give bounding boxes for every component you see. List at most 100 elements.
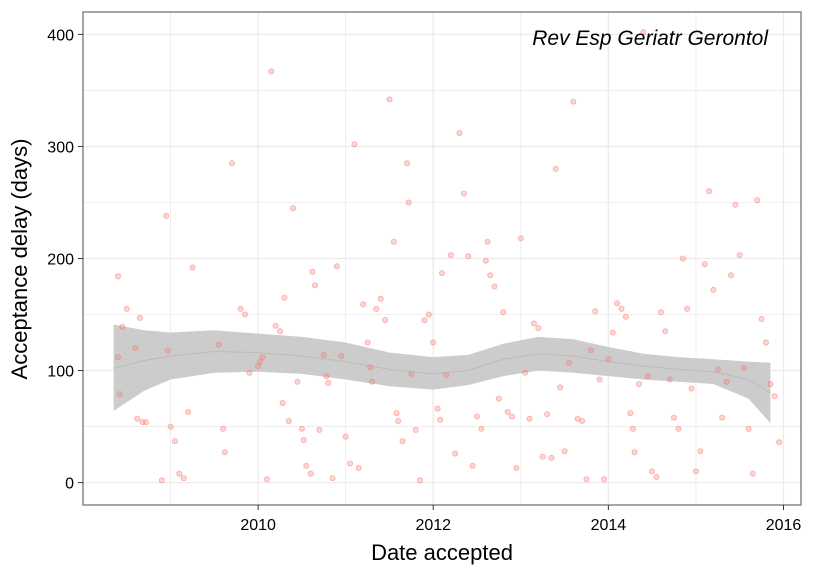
data-point: [662, 328, 669, 335]
data-points: [115, 29, 783, 484]
data-point: [116, 391, 123, 398]
data-point: [487, 272, 494, 279]
data-point: [134, 415, 141, 422]
data-point: [614, 300, 621, 307]
data-point: [421, 317, 428, 324]
x-tick-label: 2016: [766, 517, 802, 534]
data-point: [629, 425, 636, 432]
y-tick-label: 100: [47, 364, 74, 381]
data-point: [237, 305, 244, 312]
data-point: [491, 283, 498, 290]
data-point: [430, 339, 437, 346]
data-point: [776, 439, 783, 446]
data-point: [290, 205, 297, 212]
data-point: [176, 470, 183, 477]
data-point: [754, 197, 761, 204]
x-axis-ticks: 2010 2012 2014 2016: [240, 505, 801, 534]
data-point: [325, 379, 332, 386]
data-point: [688, 385, 695, 392]
data-point: [311, 282, 318, 289]
data-point: [622, 313, 629, 320]
smooth-line: [113, 350, 771, 394]
data-point: [408, 370, 415, 377]
data-point: [447, 252, 454, 259]
data-point: [399, 438, 406, 445]
data-point: [697, 448, 704, 455]
data-point: [517, 235, 524, 242]
data-point: [309, 268, 316, 275]
data-point: [164, 347, 171, 354]
data-point: [115, 354, 122, 361]
data-point: [640, 29, 647, 36]
data-point: [460, 190, 467, 197]
data-point: [373, 305, 380, 312]
data-point: [338, 352, 345, 359]
data-point: [570, 98, 577, 105]
data-point: [710, 286, 717, 293]
data-point: [307, 470, 314, 477]
x-tick-label: 2010: [240, 517, 276, 534]
data-point: [456, 129, 463, 136]
data-point: [671, 414, 678, 421]
data-point: [180, 475, 187, 482]
data-point: [579, 417, 586, 424]
data-point: [561, 448, 568, 455]
data-point: [758, 315, 765, 322]
data-point: [636, 380, 643, 387]
data-point: [355, 464, 362, 471]
data-point: [438, 270, 445, 277]
data-point: [609, 329, 616, 336]
data-point: [329, 475, 336, 482]
data-point: [504, 408, 511, 415]
grid-lines: [83, 12, 801, 505]
data-point: [465, 253, 472, 260]
y-axis-title: Acceptance delay (days): [7, 139, 32, 380]
data-point: [215, 341, 222, 348]
data-point: [382, 317, 389, 324]
data-point: [649, 468, 656, 475]
data-point: [281, 294, 288, 301]
data-point: [303, 462, 310, 469]
data-point: [158, 477, 165, 484]
data-point: [548, 454, 555, 461]
data-point: [167, 423, 174, 430]
y-axis-ticks: 0 100 200 300 400: [47, 27, 83, 493]
data-point: [395, 417, 402, 424]
data-point: [323, 373, 330, 380]
data-point: [692, 468, 699, 475]
x-tick-label: 2014: [591, 517, 627, 534]
data-point: [405, 199, 412, 206]
data-point: [482, 257, 489, 264]
data-point: [706, 188, 713, 195]
data-point: [276, 328, 283, 335]
data-point: [268, 68, 275, 75]
data-point: [279, 399, 286, 406]
data-point: [508, 413, 515, 420]
data-point: [583, 476, 590, 483]
data-point: [393, 410, 400, 417]
data-point: [618, 305, 625, 312]
data-point: [163, 212, 170, 219]
data-point: [566, 359, 573, 366]
data-point: [185, 408, 192, 415]
data-point: [736, 252, 743, 259]
data-point: [189, 264, 196, 271]
data-point: [351, 141, 358, 148]
data-point: [298, 425, 305, 432]
data-point: [377, 295, 384, 302]
data-point: [552, 165, 559, 172]
data-point: [386, 96, 393, 103]
data-point: [666, 376, 673, 383]
data-point: [256, 358, 263, 365]
data-point: [452, 450, 459, 457]
data-point: [246, 369, 253, 376]
y-tick-label: 0: [65, 476, 74, 493]
data-point: [469, 462, 476, 469]
data-point: [719, 414, 726, 421]
data-point: [701, 261, 708, 268]
data-point: [364, 339, 371, 346]
data-point: [767, 380, 774, 387]
data-point: [425, 311, 432, 318]
data-point: [526, 415, 533, 422]
data-point: [544, 411, 551, 418]
